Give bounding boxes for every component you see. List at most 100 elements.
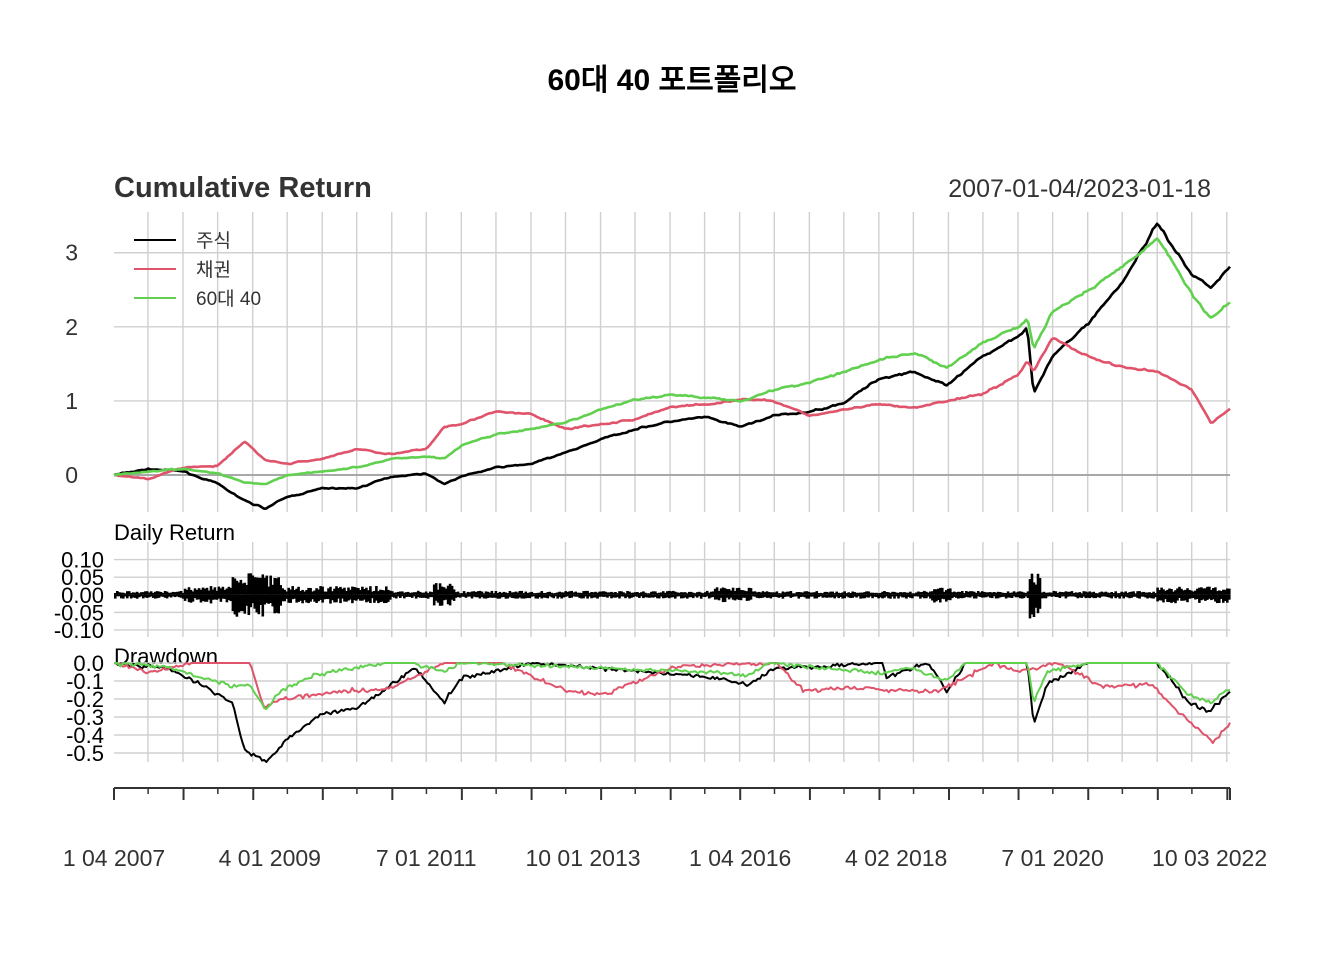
daily-bar [201, 594, 205, 601]
daily-bar [618, 594, 621, 599]
daily-bar [697, 591, 701, 595]
daily-bar [1132, 594, 1135, 597]
daily-bar [829, 594, 832, 598]
daily-bar [191, 591, 195, 595]
daily-bar [947, 588, 950, 595]
daily-bar [506, 594, 510, 599]
daily-bar [787, 594, 791, 597]
daily-bar [813, 592, 817, 595]
daily-bar [241, 594, 245, 612]
daily-bar [1092, 594, 1096, 599]
daily-bar [865, 591, 868, 595]
daily-bar [526, 594, 530, 598]
daily-bar [769, 594, 773, 599]
daily-bar [191, 594, 195, 602]
daily-bar [500, 592, 504, 595]
daily-bar [554, 594, 557, 597]
daily-bar [670, 594, 673, 598]
daily-bar [811, 592, 815, 595]
daily-bar [1020, 594, 1024, 599]
daily-bar [1206, 586, 1209, 595]
daily-bar [337, 588, 340, 595]
daily-bar [1010, 592, 1014, 595]
daily-bar [1012, 591, 1016, 595]
daily-bar [1012, 594, 1016, 597]
daily-bar [371, 591, 374, 595]
daily-bar [949, 588, 952, 595]
daily-bar [289, 589, 292, 595]
daily-bar [472, 591, 476, 595]
daily-bar [1200, 594, 1203, 601]
daily-bar [389, 590, 392, 595]
daily-bar [678, 594, 681, 597]
daily-bar [267, 586, 270, 595]
daily-bar [662, 591, 665, 595]
daily-bar [520, 594, 524, 599]
daily-bar [488, 594, 492, 598]
daily-bar [664, 594, 667, 598]
daily-bar [472, 594, 476, 597]
daily-bar [660, 592, 663, 595]
daily-bar [1034, 594, 1038, 608]
daily-bar [775, 591, 779, 595]
daily-bar [909, 594, 912, 598]
daily-bar [781, 594, 785, 599]
daily-bar [873, 594, 876, 597]
daily-bar [931, 594, 934, 601]
daily-bar [293, 594, 296, 599]
daily-bar [616, 594, 619, 598]
daily-bar [1156, 587, 1159, 595]
daily-bar [343, 587, 346, 595]
daily-bar [1042, 591, 1046, 595]
daily-bar [333, 588, 336, 595]
daily-bar [668, 594, 671, 599]
daily-bar [1134, 594, 1137, 597]
daily-bar [484, 591, 488, 595]
y-tick-label: 0 [65, 462, 78, 488]
daily-bar [632, 594, 635, 598]
daily-bar [966, 594, 970, 598]
daily-bar [1228, 588, 1231, 595]
daily-bar [715, 594, 719, 600]
daily-bar [994, 594, 998, 599]
daily-bar [440, 594, 444, 606]
daily-bar [1014, 592, 1018, 595]
daily-bar [749, 594, 753, 600]
daily-bar [823, 591, 827, 595]
daily-bar [1046, 594, 1050, 597]
daily-bar [395, 594, 398, 599]
daily-bar [1128, 594, 1131, 599]
daily-bar [899, 594, 902, 597]
daily-bar [227, 586, 231, 595]
daily-bar [418, 591, 422, 595]
daily-bar [861, 592, 864, 595]
daily-bar [578, 594, 581, 598]
daily-bar [157, 591, 161, 595]
daily-bar [1098, 592, 1102, 595]
daily-bar [381, 590, 384, 595]
daily-bar [620, 594, 623, 597]
daily-bar [558, 591, 561, 595]
daily-bar [279, 594, 282, 606]
daily-bar [490, 594, 494, 598]
daily-bar [271, 584, 274, 595]
daily-bar [540, 591, 544, 595]
daily-bar [1062, 594, 1066, 597]
daily-bar [982, 591, 986, 595]
daily-bar [369, 586, 372, 595]
daily-bar [945, 590, 948, 595]
daily-bar [424, 594, 428, 598]
daily-bar [608, 594, 611, 597]
daily-bar [297, 594, 300, 602]
daily-bar [309, 594, 312, 602]
daily-bar [488, 592, 492, 595]
daily-bar [815, 591, 819, 595]
daily-bar [470, 591, 474, 595]
daily-bar [1016, 594, 1020, 598]
daily-bar [1050, 594, 1054, 597]
daily-bar [126, 591, 129, 595]
daily-bar [951, 592, 954, 595]
daily-bar [1122, 592, 1125, 595]
daily-bar [865, 594, 868, 598]
daily-bar [697, 594, 701, 597]
